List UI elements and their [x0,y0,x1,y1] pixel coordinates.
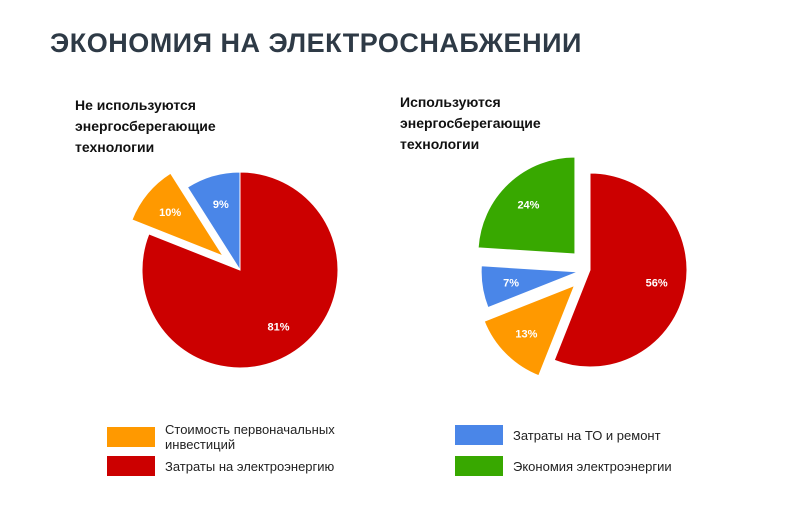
page-title: ЭКОНОМИЯ НА ЭЛЕКТРОСНАБЖЕНИИ [50,28,582,58]
pie-slice [483,284,576,377]
slice-data-label: 7% [503,277,519,289]
legend-swatch [107,456,155,476]
legend-label: Экономия электроэнергии [513,458,672,474]
legend-item-investment: Стоимость первоначальных инвестиций [107,422,367,452]
legend-swatch [455,425,503,445]
legend-swatch [107,427,155,447]
pie-slice [553,172,688,368]
slice-data-label: 9% [213,199,229,211]
slice-data-label: 10% [159,207,181,219]
pie-slice [480,265,579,309]
pie-slice [477,156,576,255]
slice-data-label: 13% [515,329,537,341]
legend-label: Затраты на электроэнергию [165,458,335,474]
chart-left-title: Не используются энергосберегающие технол… [75,97,216,155]
slice-data-label: 81% [268,322,290,334]
legend-swatch [455,456,503,476]
pie-slice [131,172,225,258]
slice-data-label: 24% [517,199,539,211]
slice-data-label: 56% [646,278,668,290]
legend-item-savings: Экономия электроэнергии [455,456,672,476]
chart-right-title: Используются энергосберегающие технологи… [400,94,541,152]
legend-label: Затраты на ТО и ремонт [513,427,661,443]
legend-item-electricity: Затраты на электроэнергию [107,456,334,476]
legend-label: Стоимость первоначальных инвестиций [165,422,335,452]
legend-item-maintenance: Затраты на ТО и ремонт [455,425,661,445]
pie-slice [141,171,339,369]
